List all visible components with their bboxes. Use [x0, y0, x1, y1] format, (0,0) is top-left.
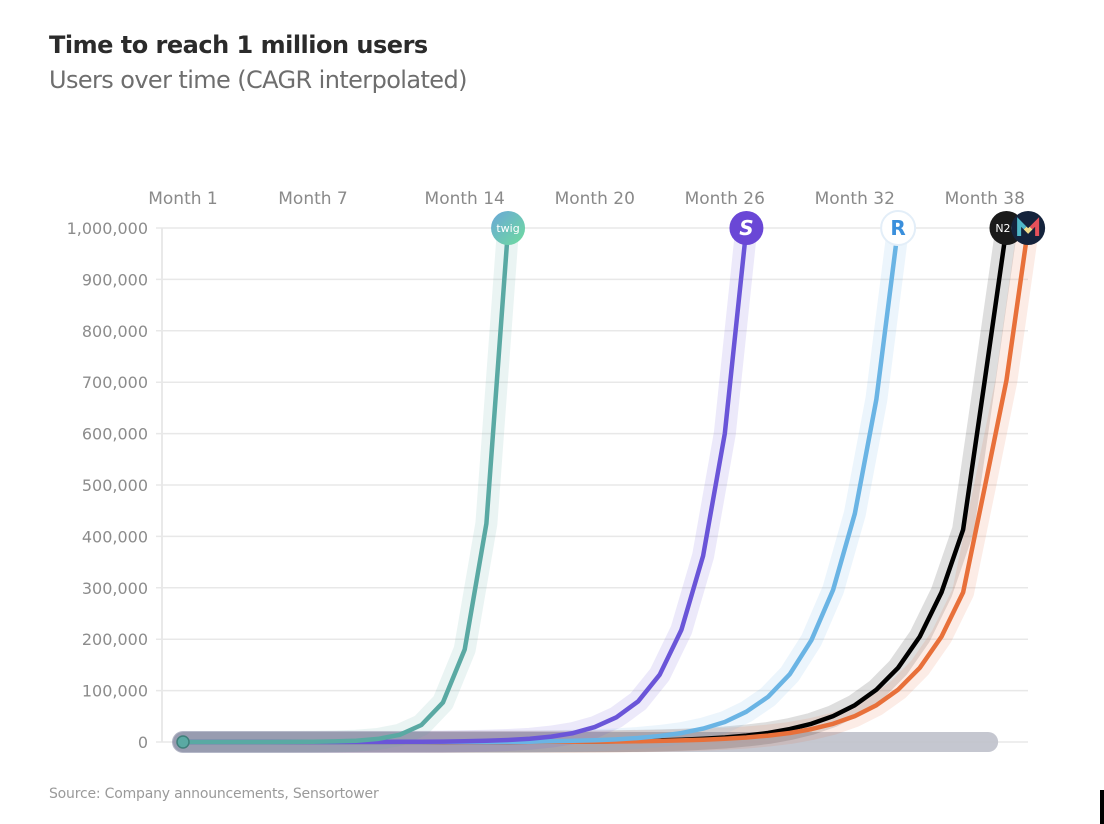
x-tick-label: Month 7 — [278, 189, 348, 209]
twig-logo-icon: twig — [491, 211, 526, 245]
series-lines — [176, 225, 1031, 749]
badge-text: S — [739, 216, 753, 240]
y-tick-label: 500,000 — [82, 476, 148, 495]
y-tick-label: 300,000 — [82, 579, 148, 598]
series-line-twig — [180, 225, 511, 745]
y-tick-label: 700,000 — [82, 373, 148, 392]
x-tick-label: Month 26 — [685, 189, 765, 209]
badge-text: twig — [496, 222, 519, 235]
badge-circle — [880, 210, 917, 246]
monzo-m-logo-icon — [1011, 211, 1046, 245]
monzo-m-right — [1029, 217, 1040, 236]
x-tick-label: Month 20 — [555, 189, 635, 209]
y-tick-label: 1,000,000 — [67, 219, 148, 238]
corner-mark — [1100, 790, 1104, 824]
line-chart: 0 100,000 200,000 300,000 400,000 500,000 600,… — [67, 189, 1046, 753]
x-tick-label: Month 38 — [945, 189, 1025, 209]
y-tick-label: 100,000 — [82, 682, 148, 701]
badge-text: R — [890, 216, 905, 240]
monzo-m-middle — [1023, 226, 1033, 234]
source-note: Source: Company announcements, Sensortow… — [49, 786, 379, 802]
y-tick-label: 400,000 — [82, 527, 148, 546]
series-start-point — [176, 735, 190, 749]
badge-circle — [729, 211, 764, 245]
y-tick-label: 900,000 — [82, 270, 148, 289]
badge-circle — [491, 211, 526, 245]
revolut-r-logo-icon: R — [880, 210, 917, 246]
y-tick-label: 800,000 — [82, 322, 148, 341]
monzo-m-left — [1017, 217, 1027, 236]
y-tick-label: 600,000 — [82, 425, 148, 444]
x-tick-label: Month 32 — [815, 189, 895, 209]
x-tick-label: Month 14 — [425, 189, 505, 209]
y-axis: 0 100,000 200,000 300,000 400,000 500,000 600,… — [67, 219, 148, 752]
y-tick-label: 200,000 — [82, 630, 148, 649]
s-logo-icon: S — [729, 211, 764, 245]
y-tick-label: 0 — [138, 733, 148, 752]
chart-title: Time to reach 1 million users — [49, 31, 428, 59]
x-axis: Month 1 Month 7 Month 14 Month 20 Month 26 Mo… — [148, 189, 1025, 209]
gridlines — [156, 227, 1028, 743]
x-tick-label: Month 1 — [148, 189, 218, 209]
series-badges: twig S R N26 — [491, 210, 1046, 246]
badge-circle — [1011, 211, 1046, 245]
chart-subtitle: Users over time (CAGR interpolated) — [49, 66, 467, 94]
